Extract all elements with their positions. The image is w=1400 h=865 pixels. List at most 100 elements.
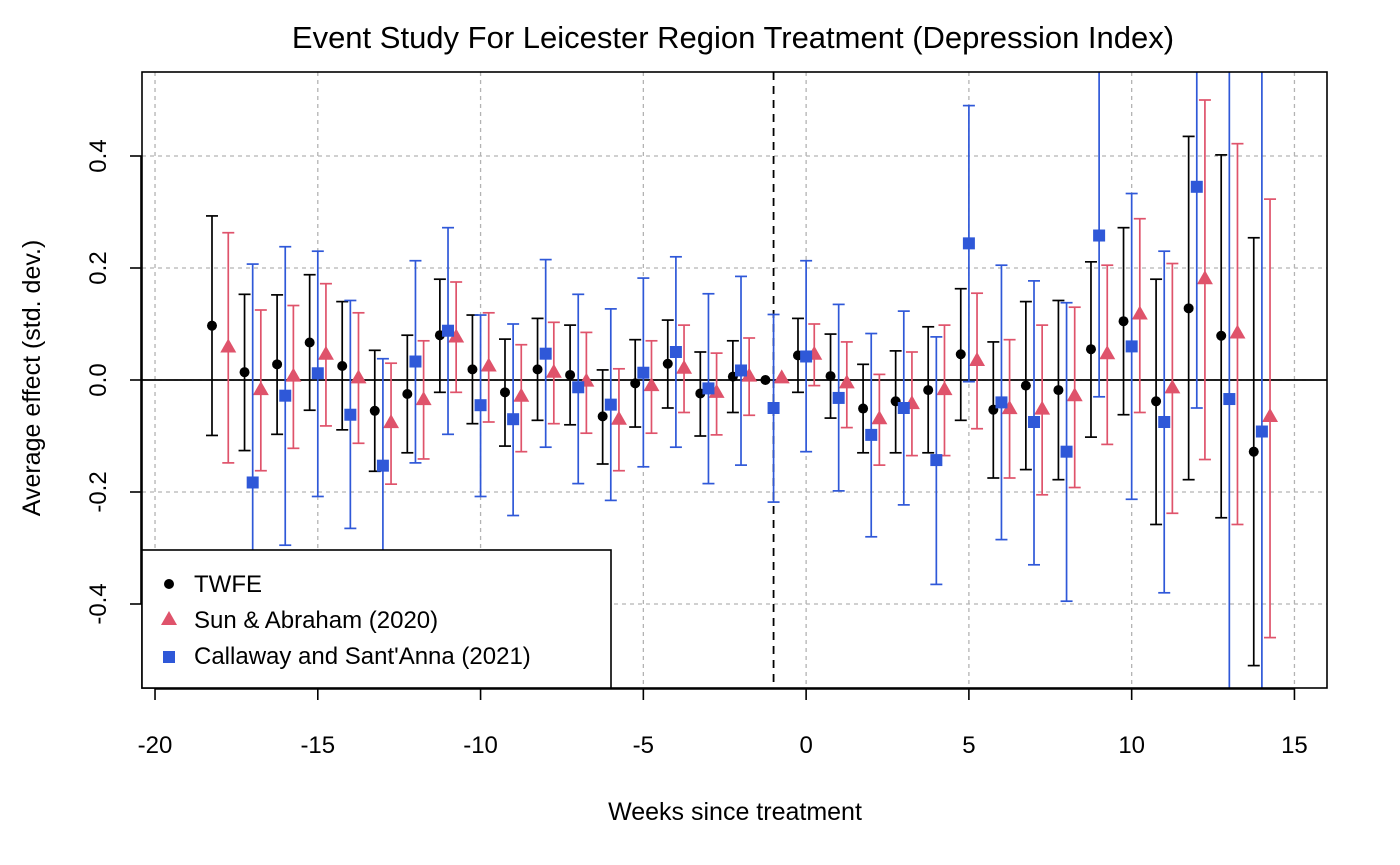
point-sun-abraham [545,363,562,378]
legend-marker-callaway [163,651,175,663]
point-sun-abraham [741,367,758,382]
y-tick-label: -0.4 [85,583,112,624]
point-sun-abraham [969,351,986,366]
point-callaway [1060,445,1073,458]
y-axis-label: Average effect (std. dev.) [18,240,46,517]
point-twfe [304,337,315,348]
point-callaway [442,324,455,337]
point-twfe [239,367,250,378]
point-twfe [402,389,413,399]
point-sun-abraham [383,414,400,429]
point-callaway [767,402,780,414]
legend-box [141,549,612,689]
point-callaway [1190,180,1203,193]
point-twfe [1183,303,1194,314]
point-twfe [1118,316,1129,327]
series-sun-abraham [220,99,1279,639]
point-callaway [702,382,715,395]
point-callaway [669,346,682,358]
point-twfe [565,369,576,380]
point-callaway [897,402,910,414]
x-tick-label: 10 [1118,732,1145,759]
point-callaway [474,399,487,412]
point-callaway [1223,393,1236,406]
point-callaway [507,413,520,426]
point-sun-abraham [871,410,888,425]
point-callaway [246,476,259,489]
legend-label-callaway: Callaway and Sant'Anna (2021) [194,643,531,670]
data-series [205,72,1279,688]
point-sun-abraham [1066,387,1083,402]
point-sun-abraham [1001,400,1018,415]
point-callaway [409,355,422,368]
point-callaway [539,347,552,360]
y-tick-label: 0.4 [85,139,112,172]
point-callaway [800,350,813,363]
point-twfe [662,358,673,369]
point-sun-abraham [610,410,627,425]
series-callaway [246,72,1268,688]
point-callaway [572,381,585,394]
legend: TWFE Sun & Abraham (2020) Callaway and S… [141,549,612,689]
legend-marker-sun-abraham [161,611,177,625]
point-callaway [1125,340,1138,353]
point-callaway [930,454,943,467]
point-callaway [637,366,650,379]
point-twfe [1151,396,1162,407]
point-callaway [1255,425,1268,438]
point-callaway [311,367,324,380]
point-twfe [1053,385,1064,396]
point-sun-abraham [936,381,953,396]
point-callaway [279,389,292,402]
point-callaway [604,398,617,411]
point-callaway [962,237,975,250]
y-tick-label: 0.0 [85,363,112,396]
point-sun-abraham [676,359,693,374]
point-sun-abraham [1099,345,1116,360]
point-twfe [1248,446,1259,457]
point-callaway [735,364,748,377]
point-sun-abraham [350,369,367,384]
point-twfe [858,403,869,414]
point-sun-abraham [1131,305,1148,320]
point-callaway [376,459,389,472]
point-callaway [865,428,878,441]
point-twfe [955,349,966,360]
x-tick-label: -20 [138,732,173,759]
point-sun-abraham [1229,324,1246,339]
point-twfe [467,364,478,375]
x-axis-label: Weeks since treatment [608,798,862,826]
point-sun-abraham [285,367,302,382]
point-sun-abraham [838,374,855,389]
x-tick-label: 15 [1281,732,1308,759]
point-twfe [337,361,348,371]
legend-label-sun-abraham: Sun & Abraham (2020) [194,607,438,634]
point-sun-abraham [1164,379,1181,394]
y-axis: -0.4 -0.2 0.0 0.2 0.4 [85,139,142,625]
x-tick-label: -15 [300,732,335,759]
point-callaway [1158,416,1171,428]
point-sun-abraham [448,328,465,343]
point-sun-abraham [643,377,660,392]
point-callaway [1028,416,1041,428]
point-sun-abraham [415,391,432,406]
legend-marker-twfe [164,579,174,589]
legend-label-twfe: TWFE [194,571,262,598]
point-twfe [1020,380,1031,391]
point-callaway [344,408,357,421]
x-axis: -20 -15 -10 -5 0 5 10 15 [138,688,1308,759]
point-twfe [206,320,217,331]
x-tick-label: -10 [463,732,498,759]
point-sun-abraham [220,338,237,353]
point-twfe [532,364,543,375]
point-twfe [369,405,380,416]
point-twfe [760,375,771,385]
y-tick-label: 0.2 [85,251,112,284]
point-sun-abraham [773,369,790,384]
point-sun-abraham [480,357,497,372]
x-tick-label: 0 [799,732,812,759]
point-callaway [995,396,1008,409]
point-callaway [832,391,845,404]
point-twfe [923,385,934,396]
